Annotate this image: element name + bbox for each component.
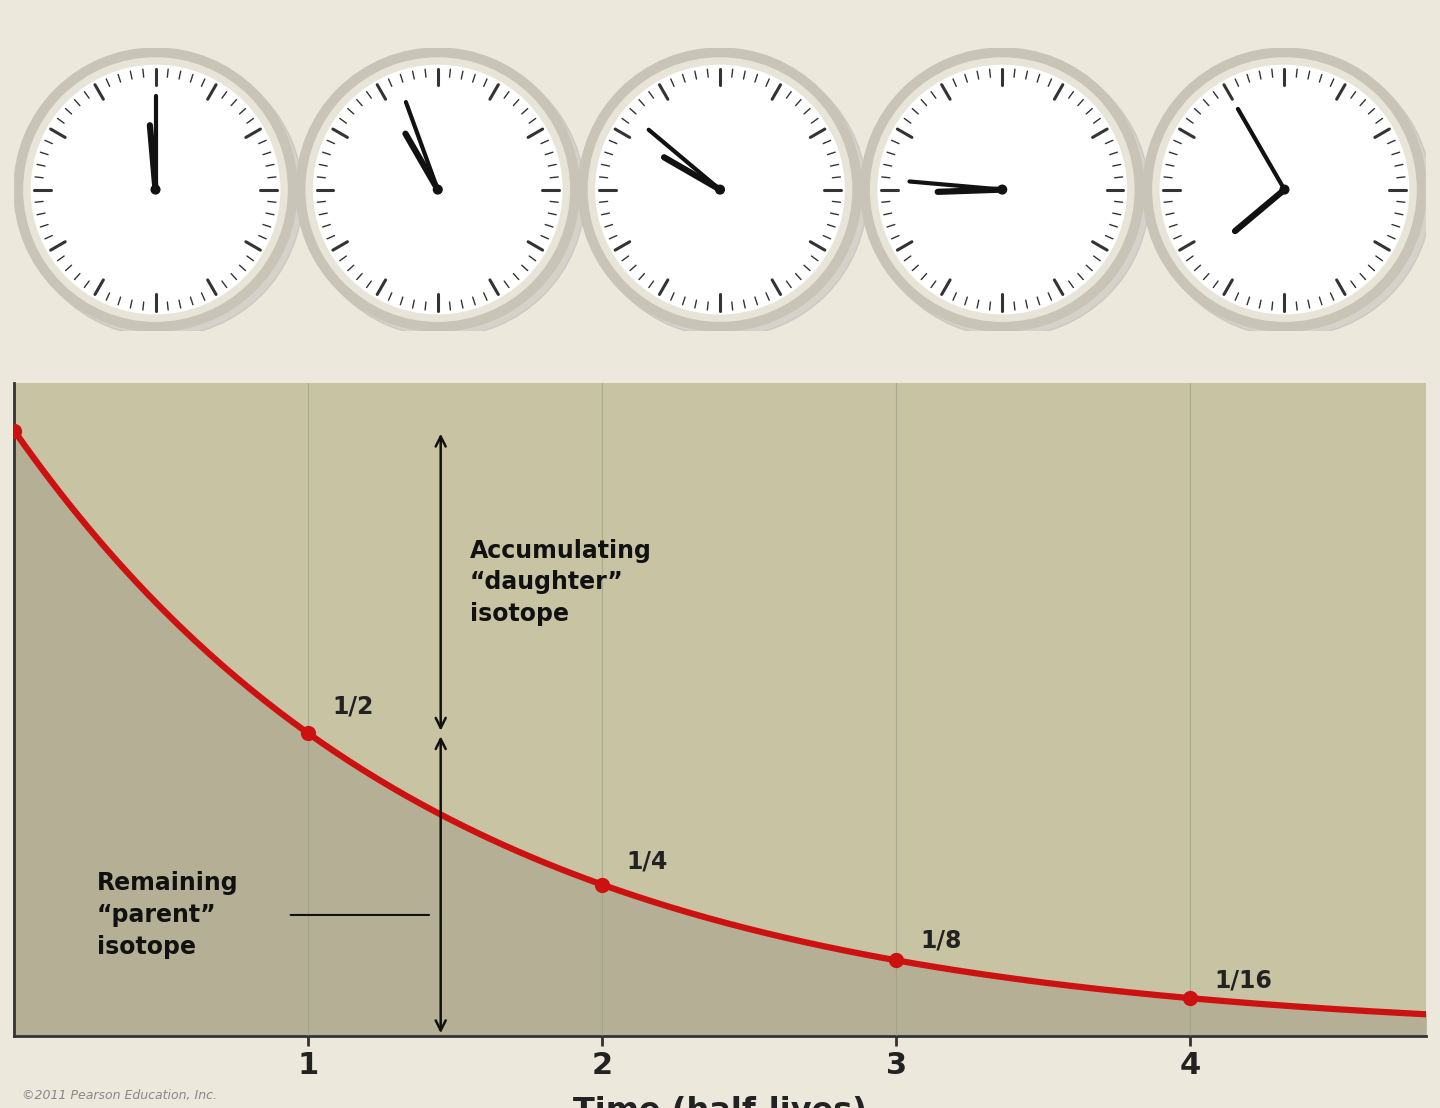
Circle shape <box>302 53 585 337</box>
Circle shape <box>1153 58 1416 321</box>
Circle shape <box>871 58 1133 321</box>
Circle shape <box>579 48 861 331</box>
Text: Accumulating
“daughter”
isotope: Accumulating “daughter” isotope <box>469 538 652 626</box>
Text: 1/16: 1/16 <box>1214 968 1272 992</box>
Circle shape <box>20 53 302 337</box>
Circle shape <box>867 53 1149 337</box>
Circle shape <box>716 185 724 194</box>
X-axis label: Time (half-lives): Time (half-lives) <box>573 1096 867 1108</box>
Text: 1/8: 1/8 <box>920 929 962 953</box>
Circle shape <box>878 65 1126 314</box>
Text: ©2011 Pearson Education, Inc.: ©2011 Pearson Education, Inc. <box>22 1089 216 1102</box>
Circle shape <box>589 58 851 321</box>
Circle shape <box>433 185 442 194</box>
Circle shape <box>32 65 279 314</box>
Text: Remaining
“parent”
isotope: Remaining “parent” isotope <box>96 871 239 958</box>
Circle shape <box>596 65 844 314</box>
Circle shape <box>1143 48 1426 331</box>
Text: 1/2: 1/2 <box>331 695 373 718</box>
Circle shape <box>307 58 569 321</box>
Circle shape <box>861 48 1143 331</box>
Circle shape <box>1161 65 1408 314</box>
Text: 1/4: 1/4 <box>626 850 667 874</box>
Circle shape <box>314 65 562 314</box>
Circle shape <box>14 48 297 331</box>
Circle shape <box>585 53 867 337</box>
Circle shape <box>24 58 287 321</box>
Circle shape <box>1149 53 1431 337</box>
Circle shape <box>151 185 160 194</box>
Circle shape <box>1280 185 1289 194</box>
Circle shape <box>998 185 1007 194</box>
Circle shape <box>297 48 579 331</box>
